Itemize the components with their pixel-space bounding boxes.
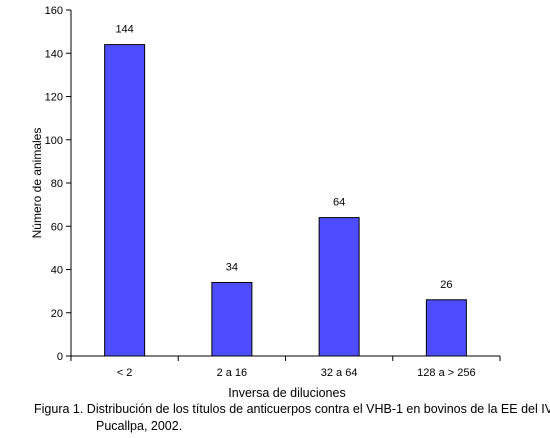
bar — [318, 217, 360, 357]
x-axis-label: Inversa de diluciones — [228, 386, 345, 400]
y-axis-label: Número de animales — [30, 128, 44, 239]
bar-value-label: 64 — [333, 197, 345, 209]
y-tick-label: 0 — [57, 351, 63, 363]
x-tick-label: 128 a > 256 — [417, 367, 475, 379]
bar — [104, 44, 146, 357]
y-tick-label: 100 — [45, 135, 63, 147]
bars-group — [104, 44, 467, 357]
x-ticks-group: < 2 2 a 16 32 a 64 128 a > 256 — [70, 356, 501, 379]
x-tick-label: 2 a 16 — [217, 367, 248, 379]
y-tick-label: 120 — [45, 92, 63, 104]
bar-value-label: 144 — [115, 24, 133, 36]
y-ticks-group: 0 20 40 60 80 100 120 140 160 — [45, 5, 71, 363]
figure-caption-line-2: Pucallpa, 2002. — [96, 419, 183, 433]
bar — [211, 281, 253, 357]
x-tick-label: 32 a 64 — [321, 367, 358, 379]
x-tick-label: < 2 — [117, 367, 133, 379]
bar-value-label: 34 — [226, 261, 238, 273]
figure-caption-line-1: Figura 1. Distribución de los títulos de… — [34, 402, 550, 416]
bar-value-label: 26 — [440, 279, 452, 291]
value-labels-group: 144 34 64 26 — [115, 24, 452, 291]
y-tick-label: 20 — [51, 308, 63, 320]
y-tick-label: 140 — [45, 48, 63, 60]
y-tick-label: 40 — [51, 265, 63, 277]
bar — [425, 299, 467, 357]
y-tick-label: 160 — [45, 5, 63, 17]
y-tick-label: 60 — [51, 221, 63, 233]
bar-chart: 144 34 64 26 0 20 40 60 80 100 120 140 160 < 2 2 a 1… — [30, 5, 501, 400]
y-tick-label: 80 — [51, 178, 63, 190]
